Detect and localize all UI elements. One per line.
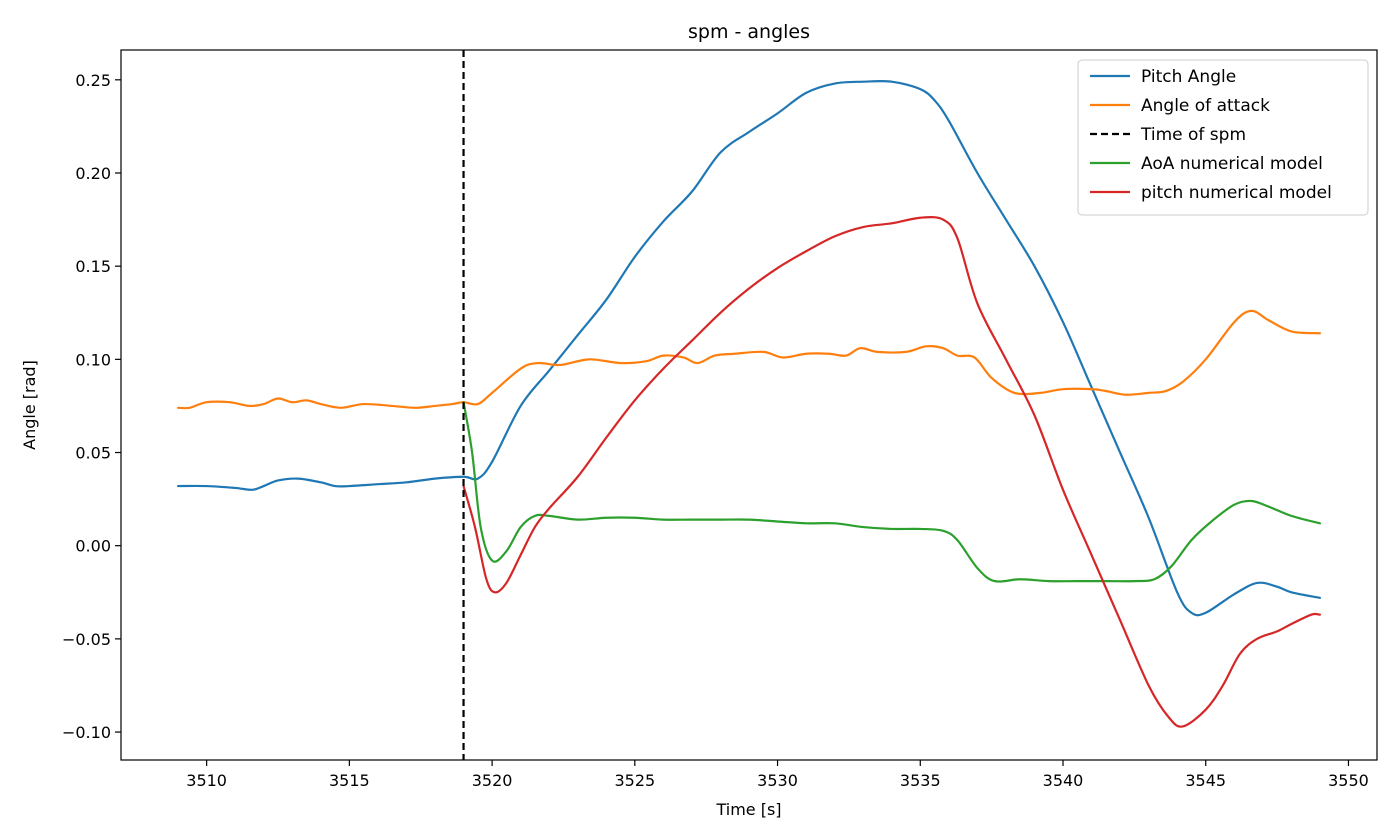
x-tick-label: 3550: [1328, 771, 1369, 790]
legend: Pitch Angle Angle of attack Time of spm AoA…: [1077, 59, 1369, 216]
legend-label-pitch-numerical-model: pitch numerical model: [1141, 183, 1332, 203]
legend-label-aoa-numerical-model: AoA numerical model: [1141, 154, 1323, 174]
legend-label-pitch-angle: Pitch Angle: [1141, 67, 1236, 87]
y-tick-label: 0.20: [75, 164, 111, 183]
y-tick-label: 0.05: [75, 444, 111, 463]
y-tick-label: −0.10: [62, 723, 111, 742]
y-axis-label: Angle [rad]: [20, 360, 39, 450]
x-axis: 3510 3515 3520 3525 3530 3535 3540 3545 3550: [186, 760, 1369, 790]
x-tick-label: 3515: [329, 771, 370, 790]
x-tick-label: 3545: [1185, 771, 1226, 790]
series-layer: [176, 79, 1322, 728]
legend-label-time-of-spm: Time of spm: [1140, 125, 1246, 145]
y-tick-label: 0.00: [75, 537, 111, 556]
series-line-aoa-numerical-model: [462, 401, 1322, 583]
x-tick-label: 3530: [757, 771, 798, 790]
legend-label-angle-of-attack: Angle of attack: [1141, 96, 1270, 116]
x-tick-label: 3540: [1043, 771, 1084, 790]
series-line-pitch-numerical-model: [462, 216, 1322, 728]
x-tick-label: 3525: [614, 771, 655, 790]
x-tick-label: 3535: [900, 771, 941, 790]
y-tick-label: −0.05: [62, 630, 111, 649]
legend-box: [1077, 59, 1369, 216]
y-axis: −0.10 −0.05 0.00 0.05 0.10 0.15 0.20 0.25: [62, 71, 121, 742]
x-axis-label: Time [s]: [715, 800, 781, 819]
y-tick-label: 0.25: [75, 71, 111, 90]
chart-title: spm - angles: [688, 21, 810, 43]
y-tick-label: 0.15: [75, 257, 111, 276]
x-tick-label: 3510: [186, 771, 227, 790]
plot-frame: [120, 49, 1378, 761]
y-tick-label: 0.10: [75, 350, 111, 369]
series-line-angle-of-attack: [176, 309, 1322, 410]
x-tick-label: 3520: [472, 771, 513, 790]
series-line-pitch-angle: [176, 79, 1322, 617]
